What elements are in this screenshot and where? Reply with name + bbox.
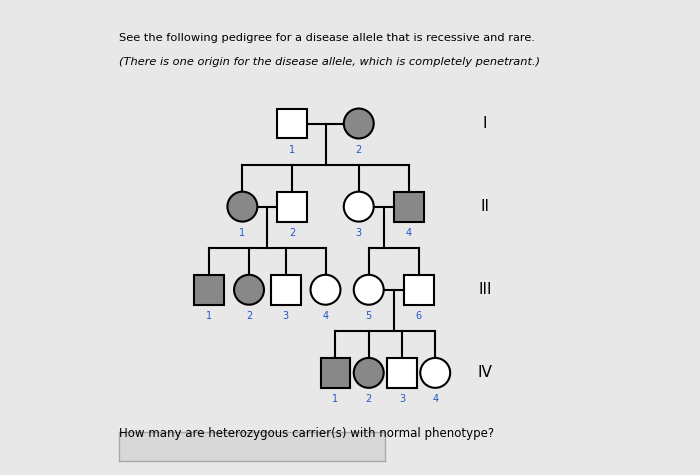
Text: (There is one origin for the disease allele, which is completely penetrant.): (There is one origin for the disease all… [119, 57, 540, 67]
Text: I: I [483, 116, 487, 131]
Bar [393, 192, 424, 221]
Circle shape [420, 358, 450, 388]
Text: 2: 2 [246, 312, 252, 322]
Text: IV: IV [477, 365, 493, 380]
Bar [277, 192, 307, 221]
Text: 4: 4 [432, 394, 438, 405]
Text: 2: 2 [365, 394, 372, 405]
Text: How many are heterozygous carrier(s) with normal phenotype?: How many are heterozygous carrier(s) wit… [119, 428, 494, 440]
Circle shape [354, 275, 384, 305]
Bar [387, 358, 417, 388]
Text: III: III [478, 282, 492, 297]
Bar [404, 275, 433, 305]
Circle shape [354, 358, 384, 388]
Text: See the following pedigree for a disease allele that is recessive and rare.: See the following pedigree for a disease… [119, 33, 535, 43]
Text: 2: 2 [356, 145, 362, 155]
Bar [277, 108, 307, 139]
Bar [321, 358, 351, 388]
Bar [194, 275, 224, 305]
Text: 3: 3 [399, 394, 405, 405]
Text: 3: 3 [356, 228, 362, 238]
Text: 4: 4 [405, 228, 412, 238]
Bar [271, 275, 300, 305]
Text: 2: 2 [289, 228, 295, 238]
Text: 4: 4 [323, 312, 328, 322]
Text: II: II [481, 199, 489, 214]
Text: 1: 1 [289, 145, 295, 155]
Text: 3: 3 [283, 312, 288, 322]
Circle shape [344, 109, 374, 139]
Circle shape [234, 275, 264, 305]
Text: 1: 1 [239, 228, 246, 238]
Circle shape [344, 192, 374, 221]
Text: 5: 5 [365, 312, 372, 322]
Text: 1: 1 [332, 394, 339, 405]
Text: 6: 6 [416, 312, 421, 322]
Circle shape [228, 192, 258, 221]
Text: 1: 1 [206, 312, 212, 322]
Circle shape [311, 275, 340, 305]
